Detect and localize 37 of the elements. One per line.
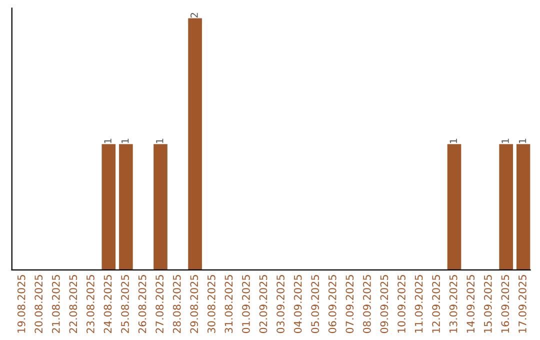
x-tick-label: 12.09.2025 (432, 275, 440, 333)
x-tick-label: 15.09.2025 (484, 275, 492, 333)
data-label: 1 (122, 138, 129, 144)
x-tick-label: 28.08.2025 (172, 275, 181, 334)
x-tick-label: 01.09.2025 (242, 275, 250, 334)
x-tick-label: 31.08.2025 (224, 275, 233, 333)
x-tick-label: 26.08.2025 (138, 275, 146, 334)
data-label: 1 (518, 138, 526, 144)
x-tick-label: 25.08.2025 (121, 275, 129, 334)
x-tick-label: 23.08.2025 (86, 275, 94, 334)
x-tick-label: 02.09.2025 (259, 275, 268, 334)
x-tick-label: 17.09.2025 (518, 275, 526, 333)
x-tick-label: 05.09.2025 (311, 275, 320, 334)
data-label: 1 (104, 138, 112, 144)
x-tick-label: 19.08.2025 (17, 275, 26, 333)
data-label: 1 (156, 138, 164, 144)
x-tick-label: 06.09.2025 (328, 275, 336, 334)
x-tick-label: 20.08.2025 (34, 275, 43, 334)
x-tick-label: 08.09.2025 (362, 275, 371, 334)
x-tick-label: 21.08.2025 (52, 275, 60, 334)
x-tick-label: 11.09.2025 (414, 275, 423, 333)
data-label: 1 (450, 138, 457, 144)
x-tick-label: 27.08.2025 (156, 275, 164, 334)
x-tick-label: 22.08.2025 (69, 275, 78, 334)
x-tick-label: 03.09.2025 (276, 275, 284, 334)
x-tick-label: 04.09.2025 (294, 275, 302, 334)
x-tick-label: 09.09.2025 (380, 275, 388, 334)
data-label: 1 (502, 138, 509, 144)
x-tick-label: 14.09.2025 (466, 275, 475, 333)
x-tick-label: 07.09.2025 (346, 275, 354, 334)
x-tick-label: 10.09.2025 (398, 275, 406, 333)
x-tick-label: 30.08.2025 (207, 275, 216, 333)
data-label: 2 (190, 13, 198, 18)
x-tick-label: 29.08.2025 (190, 275, 198, 334)
x-tick-label: 13.09.2025 (449, 275, 458, 333)
x-tick-label: 24.08.2025 (104, 275, 112, 334)
x-tick-label: 16.09.2025 (501, 275, 510, 333)
